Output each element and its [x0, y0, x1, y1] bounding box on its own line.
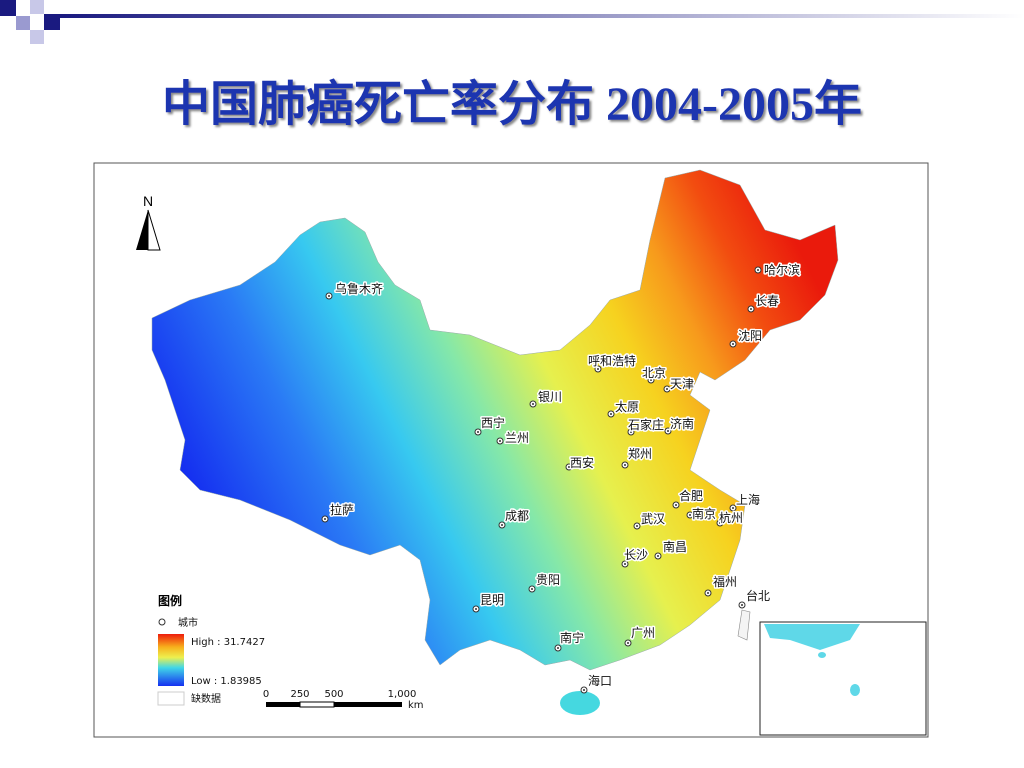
- city-label: 南昌: [663, 539, 687, 554]
- north-arrow: [147, 209, 161, 251]
- city-dot-center: [650, 379, 652, 381]
- deco: [44, 14, 60, 30]
- legend-low: Low : 1.83985: [191, 676, 262, 687]
- legend-city: 城市: [178, 616, 198, 629]
- city-label: 台北: [746, 588, 770, 603]
- city-label: 长沙: [624, 548, 648, 562]
- city-dot-center: [532, 403, 534, 405]
- city-dot-center: [627, 642, 629, 644]
- city-dot-center: [583, 689, 585, 691]
- scale-tick-label: 0: [263, 689, 269, 700]
- scale-tick-label: 250: [290, 689, 309, 700]
- city-label: 呼和浩特: [588, 353, 636, 368]
- city-dot-center: [666, 388, 668, 390]
- city-dot-center: [750, 308, 752, 310]
- city-dot-center: [675, 504, 677, 506]
- city-dot-center: [689, 514, 691, 516]
- city-dot-center: [531, 588, 533, 590]
- city-label: 西安: [570, 455, 594, 470]
- north-arrow: [136, 210, 148, 250]
- city-dot-center: [719, 522, 721, 524]
- city-dot-center: [630, 431, 632, 433]
- deco-line: [60, 14, 1024, 18]
- city-dot-center: [732, 343, 734, 345]
- city-label: 贵阳: [536, 573, 560, 587]
- city-label: 银川: [538, 390, 562, 404]
- scale-tick-label: 1,000: [388, 689, 417, 700]
- china-map: [151, 169, 839, 671]
- scale-bar: [299, 701, 335, 708]
- city-label: 合肥: [679, 488, 703, 503]
- city-label: 广州: [631, 626, 655, 640]
- legend-ramp: [158, 634, 184, 686]
- scale-bar: [334, 702, 402, 707]
- scale-unit: km: [408, 700, 424, 711]
- hainan: [560, 691, 600, 715]
- city-label: 郑州: [628, 446, 652, 461]
- city-dot-center: [610, 413, 612, 415]
- city-label: 南宁: [560, 630, 584, 645]
- city-label: 南京: [692, 506, 716, 521]
- city-label: 天津: [670, 377, 694, 391]
- city-label: 杭州: [719, 510, 743, 525]
- legend-missing: 缺数据: [191, 692, 221, 705]
- deco: [16, 16, 30, 30]
- legend-city-symbol: [158, 618, 166, 626]
- city-dot-center: [657, 555, 659, 557]
- city-label: 上海: [736, 492, 760, 507]
- legend-title: 图例: [158, 593, 182, 608]
- city-dot-center: [636, 525, 638, 527]
- city-dot-center: [624, 464, 626, 466]
- city-label: 济南: [670, 416, 694, 431]
- taiwan: [737, 609, 751, 641]
- city-dot-center: [475, 608, 477, 610]
- city-dot-center: [501, 524, 503, 526]
- city-dot-center: [757, 269, 759, 271]
- city-label: 太原: [615, 399, 639, 414]
- city-label: 西宁: [481, 415, 505, 430]
- city-label: 昆明: [480, 593, 504, 607]
- city-dot-center: [667, 430, 669, 432]
- city-label: 沈阳: [738, 328, 762, 343]
- inset-land: [764, 624, 860, 650]
- city-label: 乌鲁木齐: [335, 281, 383, 296]
- deco: [30, 0, 44, 14]
- city-dot-center: [557, 647, 559, 649]
- inset-island: [818, 652, 826, 658]
- city-label: 成都: [505, 509, 529, 523]
- city-dot-center: [568, 466, 570, 468]
- city-dot-center: [597, 368, 599, 370]
- city-label: 石家庄: [628, 417, 664, 432]
- north-label: N: [143, 193, 153, 209]
- city-dot-center: [324, 518, 326, 520]
- deco: [0, 0, 16, 16]
- city-dot-center: [328, 295, 330, 297]
- city-dot-center: [624, 563, 626, 565]
- slide-title: 中国肺癌死亡率分布 2004-2005年: [162, 78, 862, 131]
- city-dot-center: [707, 592, 709, 594]
- city-label: 福州: [713, 574, 737, 589]
- city-label: 兰州: [505, 431, 529, 445]
- city-dot-center: [732, 507, 734, 509]
- city-label: 北京: [642, 366, 666, 380]
- city-label: 拉萨: [330, 502, 354, 517]
- scale-tick-label: 500: [324, 689, 343, 700]
- city-label: 海口: [588, 673, 612, 688]
- city-label: 哈尔滨: [764, 262, 800, 277]
- city-label: 长春: [755, 294, 779, 308]
- inset-island: [850, 684, 860, 696]
- deco: [30, 30, 44, 44]
- legend-missing-swatch: [157, 691, 185, 706]
- legend-high: High : 31.7427: [191, 637, 265, 648]
- city-dot-center: [477, 431, 479, 433]
- city-dot-center: [499, 440, 501, 442]
- scale-bar: [266, 702, 300, 707]
- city-label: 武汉: [641, 512, 665, 526]
- city-dot-center: [741, 604, 743, 606]
